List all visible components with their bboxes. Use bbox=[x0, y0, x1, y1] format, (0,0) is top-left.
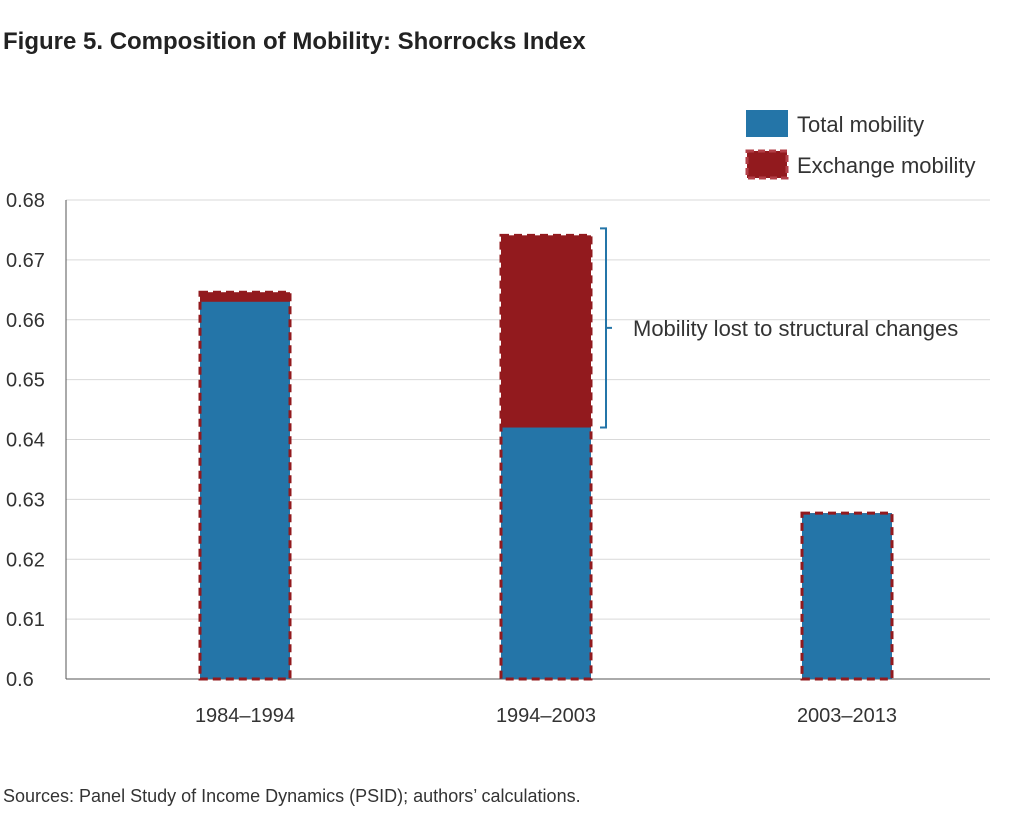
exchange-bar-outline bbox=[499, 233, 593, 681]
chart-title: Figure 5. Composition of Mobility: Shorr… bbox=[3, 28, 586, 55]
annotation-label: Mobility lost to structural changes bbox=[633, 316, 958, 341]
total-bar bbox=[802, 513, 892, 679]
legend-label-exchange: Exchange mobility bbox=[797, 153, 976, 178]
annotation-bracket bbox=[600, 227, 612, 429]
x-tick-label: 1994–2003 bbox=[496, 705, 596, 727]
y-tick-label: 0.67 bbox=[6, 250, 45, 272]
y-tick-label: 0.63 bbox=[6, 489, 45, 511]
y-tick-label: 0.61 bbox=[6, 609, 45, 631]
total-bar bbox=[501, 427, 591, 679]
y-tick-label: 0.64 bbox=[6, 430, 45, 452]
y-tick-label: 0.62 bbox=[6, 549, 45, 571]
x-tick-label: 2003–2013 bbox=[797, 705, 897, 727]
y-tick-label: 0.65 bbox=[6, 370, 45, 392]
x-tick-label: 1984–1994 bbox=[195, 705, 295, 727]
legend-label-total: Total mobility bbox=[797, 112, 924, 137]
y-tick-label: 0.66 bbox=[6, 310, 45, 332]
source-note: Sources: Panel Study of Income Dynamics … bbox=[3, 786, 581, 806]
y-tick-label: 0.68 bbox=[6, 190, 45, 212]
exchange-bar-outline bbox=[800, 511, 894, 681]
y-tick-label: 0.6 bbox=[6, 669, 34, 691]
total-bar bbox=[200, 301, 290, 679]
legend-swatch-exchange bbox=[745, 149, 789, 180]
exchange-bar-outline bbox=[198, 290, 292, 681]
legend-swatch-total bbox=[746, 110, 788, 137]
